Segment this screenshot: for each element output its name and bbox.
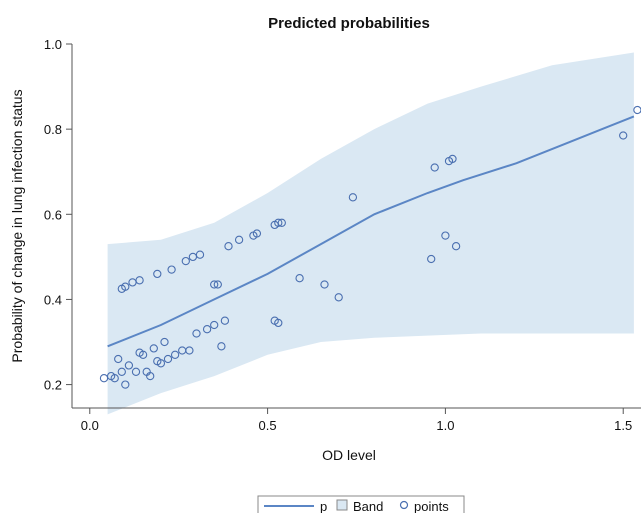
x-tick-label: 1.0: [436, 418, 454, 433]
data-point: [619, 131, 628, 140]
data-point: [451, 242, 461, 251]
data-point: [234, 235, 244, 244]
data-point: [210, 280, 219, 289]
data-point: [146, 371, 155, 381]
x-tick-label: 0.0: [81, 418, 99, 433]
data-point: [427, 254, 436, 264]
x-axis-label: OD level: [322, 447, 376, 463]
data-point: [149, 344, 158, 353]
data-point: [295, 274, 304, 283]
legend-band-swatch: [336, 499, 348, 511]
data-point: [430, 163, 439, 172]
data-point: [348, 193, 358, 202]
plot-area: [99, 52, 641, 415]
data-point: [274, 318, 283, 328]
data-point: [202, 325, 212, 334]
data-point: [195, 250, 205, 259]
data-point: [110, 374, 119, 383]
data-point: [181, 256, 190, 266]
data-point: [448, 154, 457, 164]
y-tick-label: 0.4: [44, 292, 62, 307]
data-point: [99, 374, 109, 383]
data-point: [220, 316, 230, 325]
data-point: [163, 354, 173, 364]
data-point: [114, 354, 123, 364]
y-tick-label: 1.0: [44, 37, 62, 52]
data-point: [124, 361, 134, 370]
data-point: [192, 329, 201, 338]
data-point: [135, 276, 144, 285]
scatter-points: [99, 105, 641, 389]
legend-frame: [257, 495, 465, 513]
data-point: [160, 337, 169, 347]
data-point: [334, 293, 343, 302]
data-point: [213, 280, 222, 289]
x-tick-label: 1.5: [614, 418, 632, 433]
y-tick-label: 0.8: [44, 122, 62, 137]
y-axis-label: Probability of change in lung infection …: [9, 89, 25, 362]
chart-title: Predicted probabilities: [268, 15, 430, 32]
data-point: [121, 282, 130, 291]
data-point: [138, 350, 148, 359]
data-point: [252, 229, 262, 238]
x-tick-label: 0.5: [259, 418, 277, 433]
predicted-line: [107, 115, 635, 348]
x-axis-ticks: 0.0 0.5 1.0 1.5: [81, 408, 632, 433]
y-tick-label: 0.6: [44, 207, 62, 222]
data-point: [170, 350, 180, 359]
legend: p Band points: [257, 495, 465, 513]
data-point: [156, 359, 166, 368]
data-point: [224, 242, 233, 251]
data-point: [210, 320, 219, 330]
y-axis-ticks: 0.2 0.4 0.6 0.8 1.0: [44, 37, 72, 393]
legend-points-swatch: [399, 500, 409, 510]
data-point: [121, 380, 130, 389]
data-point: [441, 231, 450, 240]
data-point: [131, 367, 141, 376]
data-point: [320, 280, 329, 289]
data-point: [277, 218, 286, 227]
data-point: [185, 346, 194, 355]
y-tick-label: 0.2: [44, 378, 62, 393]
confidence-band: [107, 52, 634, 415]
data-point: [217, 342, 226, 351]
data-point: [153, 269, 162, 279]
data-point: [274, 218, 283, 227]
legend-label-points: points: [414, 499, 449, 513]
data-point: [633, 105, 641, 115]
legend-label-p: p: [320, 499, 327, 513]
data-point: [117, 367, 126, 376]
data-point: [167, 265, 176, 274]
legend-label-band: Band: [353, 499, 383, 513]
